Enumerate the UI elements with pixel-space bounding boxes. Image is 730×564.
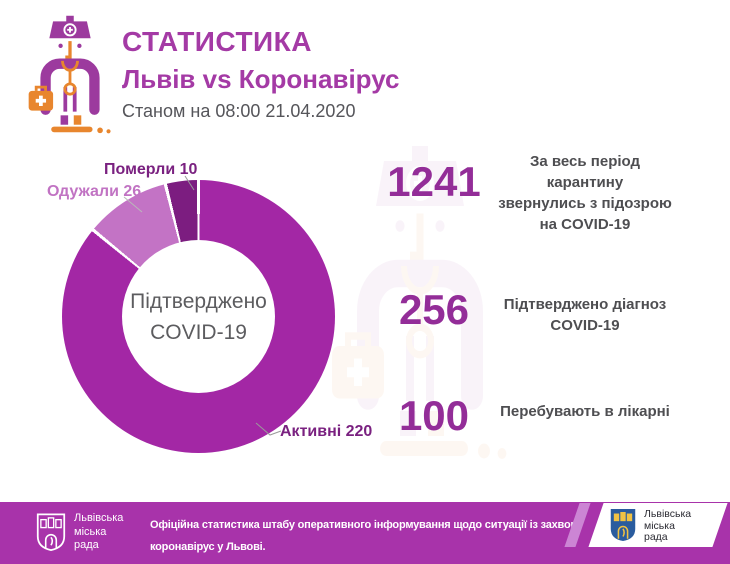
donut-center-label: Підтверджено COVID-19: [130, 289, 267, 344]
footer-right-org: Львівська міська рада: [644, 508, 692, 543]
donut-chart: Підтверджено COVID-19: [62, 180, 335, 453]
stat-desc-suspected: За весь період карантину звернулись з пі…: [498, 153, 672, 233]
donut-center: Підтверджено COVID-19: [122, 240, 275, 393]
stat-desc-confirmed: Підтверджено діагноз COVID-19: [503, 296, 667, 334]
footer-logo-band: Львівська міська рада: [588, 503, 728, 547]
label-recovered: Одужали 26: [47, 183, 142, 200]
page-title: СТАТИСТИКА: [122, 26, 312, 57]
footer: Львівська міська рада Офіційна статистик…: [0, 502, 730, 564]
stat-value-suspected: 1241: [387, 158, 481, 205]
stat-value-confirmed: 256: [398, 286, 470, 333]
label-died: Померли 10: [104, 161, 198, 178]
date-line: Станом на 08:00 21.04.2020: [122, 101, 356, 121]
footer-left-org: Львівська міська рада: [74, 512, 124, 551]
page-subtitle: Львів vs Коронавірус: [122, 64, 400, 94]
doctor-icon: [22, 12, 118, 136]
label-active: Активні 220: [280, 423, 373, 440]
stat-desc-hospitalized: Перебувають в лікарні: [500, 403, 670, 420]
lviv-crest-color-icon: [610, 508, 636, 542]
footer-text: Офіційна статистика штабу оперативного і…: [150, 519, 580, 553]
stat-value-hospitalized: 100: [398, 392, 470, 439]
lviv-crest-outline-icon: [36, 512, 66, 552]
